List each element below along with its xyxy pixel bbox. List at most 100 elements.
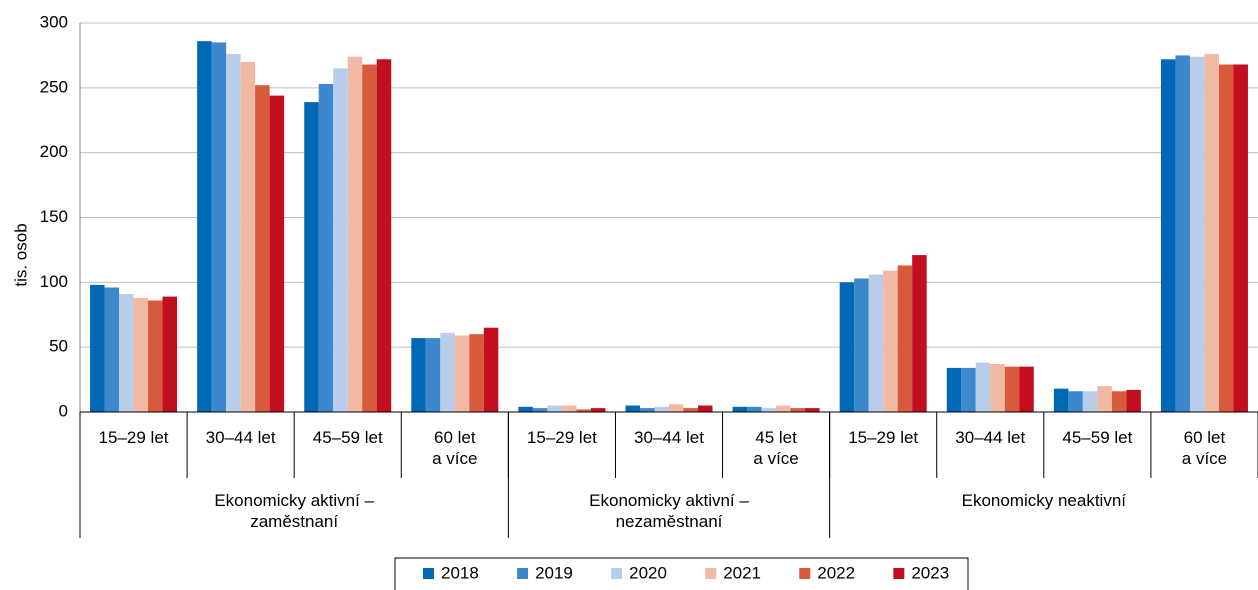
legend-label: 2020 [629,563,667,582]
bar [454,335,470,412]
legend-swatch [517,568,529,579]
bar [411,338,426,412]
y-tick-label: 50 [49,337,68,356]
y-tick-label: 0 [59,401,68,420]
bar [868,274,884,412]
bar [226,54,241,413]
bar [547,405,562,412]
x-tick-label: 60 let a více [432,428,478,468]
legend-label: 2018 [441,563,479,582]
bar [304,102,319,412]
bar [805,408,820,412]
bar [1126,389,1141,412]
group-label: Ekonomicky aktivní – nezaměstnaní [589,491,749,531]
bar [961,367,976,412]
bar [469,334,484,412]
bar [1019,366,1034,412]
bar [698,405,713,412]
bar [255,85,270,413]
bar [483,327,499,412]
bar [561,405,577,412]
x-tick-label: 30–44 let [634,428,704,447]
bar [119,294,134,412]
bar [576,409,591,412]
bar [362,64,377,412]
bar [854,278,869,412]
x-tick-label: 30–44 let [955,428,1026,447]
bar [1233,64,1248,412]
legend-swatch [423,568,434,579]
y-tick-label: 300 [40,12,68,31]
y-tick-label: 200 [40,142,68,161]
bar [1160,59,1176,412]
bar [1175,55,1190,413]
legend-swatch [799,568,811,579]
bar [1111,391,1127,412]
y-axis-label: tis. osob [11,223,30,286]
bar [90,284,105,412]
bar [197,41,212,413]
x-tick-label: 30–44 let [205,428,276,447]
bar [790,408,806,412]
bar [839,282,855,412]
bar [897,265,913,412]
x-tick-label: 15–29 let [848,428,919,447]
bar [269,95,285,412]
bar [133,297,149,412]
x-tick-label: 45 let a více [753,428,799,468]
legend-label: 2021 [723,563,761,582]
bar [590,408,606,412]
legend-box [394,557,969,590]
bar [640,408,655,412]
y-tick-label: 100 [40,272,68,291]
bar [1004,366,1020,412]
bar [148,300,163,412]
bar [1218,64,1234,412]
bar [440,332,455,412]
bar [318,83,334,413]
legend-label: 2019 [535,563,573,582]
bar [162,296,178,412]
bar [669,404,684,412]
bar [625,405,640,412]
legend-swatch [705,568,717,579]
bar [1204,54,1219,413]
bar [761,408,777,412]
bar [912,255,927,412]
bar [240,61,256,413]
bar [376,59,392,412]
bar [1068,391,1083,412]
bar [1082,391,1098,412]
bar [683,408,698,412]
bar [946,367,962,412]
bar [1097,386,1112,412]
legend-swatch [893,568,905,579]
bar [975,362,991,412]
x-tick-label: 60 let a více [1181,428,1228,468]
bar [990,364,1005,412]
legend-label: 2023 [911,563,949,582]
legend-swatch [611,568,623,579]
bar [1053,388,1069,412]
bar [776,405,791,412]
bar [425,338,441,412]
bar [518,406,533,412]
bar [747,406,762,412]
y-tick-label: 250 [40,77,68,96]
bar [883,270,898,412]
x-tick-label: 45–59 let [312,428,383,447]
group-label: Ekonomicky aktivní – zaměstnaní [214,491,375,531]
bar [333,68,348,412]
x-tick-label: 15–29 let [526,428,597,447]
legend-label: 2022 [817,563,855,582]
x-tick-label: 15–29 let [98,428,169,447]
y-tick-label: 150 [40,207,68,226]
x-tick-label: 45–59 let [1062,428,1133,447]
bar [347,56,363,413]
bar [732,406,748,412]
bar [104,287,120,412]
bar [211,42,227,412]
bar [1189,56,1205,413]
